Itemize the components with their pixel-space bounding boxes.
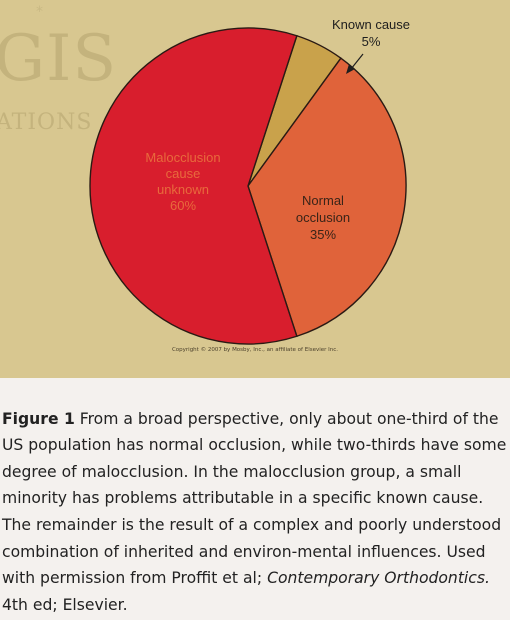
caption-text: From a broad perspective, only about one… [2,409,507,588]
slice-label-known-cause: Known cause 5% [332,17,410,49]
known-cause-arrow [346,53,364,74]
watermark-star: * [36,4,43,20]
pie-slice-normal-occlusion [247,57,407,338]
copyright-text: Copyright © 2007 by Mosby, Inc., an affi… [171,347,339,353]
caption-label: Figure 1 [2,409,75,428]
figure-caption: Figure 1 From a broad perspective, only … [2,406,508,619]
caption-edition: 4th ed; Elsevier. [2,595,128,614]
pie-chart: Known cause 5% Normal occlusion 35% Malocclus… [89,17,410,345]
watermark-text-small: ATIONS [0,110,93,135]
watermark-text-large: GIS [0,22,118,96]
watermark-logo: * GIS ATIONS [0,0,150,150]
slice-label-malocclusion-unknown: Malocclusion cause unknown 60% [145,150,220,213]
pie-slice-malocclusion-unknown [89,27,298,345]
chart-figure: * GIS ATIONS Known cause 5% Normal occlusio… [0,0,510,378]
caption-book-title: Contemporary Orthodontics. [267,569,490,588]
slice-label-normal-occlusion: Normal occlusion 35% [296,193,350,242]
